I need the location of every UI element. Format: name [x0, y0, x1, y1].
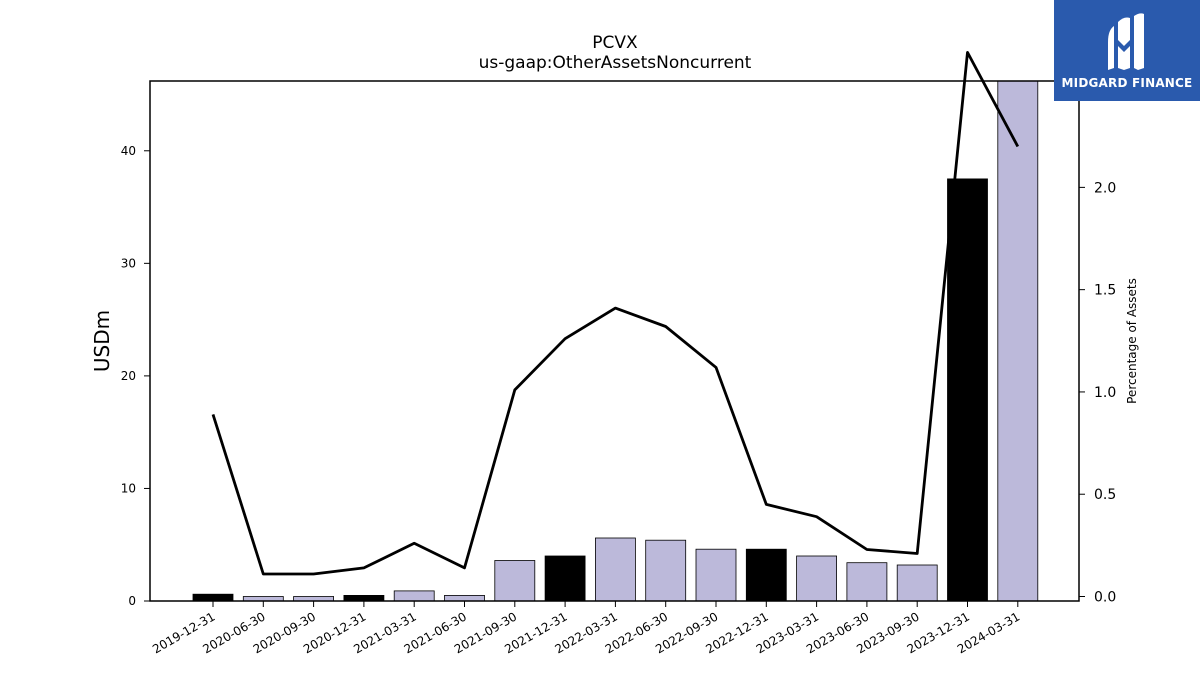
y-axis-left: 0 10 20 30 40: [121, 144, 150, 608]
bar-2022-06-30: [645, 539, 687, 602]
y2-tick-label: 1.5: [1094, 283, 1116, 299]
bar-2021-12-31: [544, 555, 586, 602]
chart-title: PCVX: [592, 33, 638, 53]
y2-tick-label: 2.0: [1094, 180, 1116, 196]
bar-2023-12-31: [947, 178, 988, 602]
bar-2023-09-30: [896, 564, 938, 602]
line-layer: [211, 51, 1020, 576]
y-tick-label: 30: [121, 256, 136, 270]
bar-2021-03-31: [393, 590, 435, 602]
chart-subtitle: us-gaap:OtherAssetsNoncurrent: [479, 53, 752, 73]
bar-2022-09-30: [695, 548, 737, 602]
bar-2020-12-31: [343, 595, 385, 602]
bar-2022-12-31: [745, 548, 787, 602]
y2-tick-label: 0.5: [1094, 487, 1116, 503]
brand-name: MIDGARD FINANCE: [1061, 75, 1193, 90]
bars-layer: [192, 80, 1039, 602]
y2-axis-label: Percentage of Assets: [1125, 278, 1139, 404]
y2-tick-label: 0.0: [1094, 589, 1116, 605]
x-axis: 2019-12-312020-06-302020-09-302020-12-31…: [150, 601, 1022, 656]
y-axis-right: 0.00.51.01.52.02.5: [1079, 78, 1116, 605]
bar-2019-12-31: [192, 593, 234, 602]
bar-2021-06-30: [444, 595, 485, 602]
bar-2023-06-30: [846, 562, 888, 602]
y-tick-label: 10: [121, 481, 136, 495]
percentage-line: [211, 51, 1020, 576]
y-tick-label: 40: [121, 144, 136, 158]
y-tick-label: 20: [121, 369, 136, 383]
y-axis-label: USDm: [90, 310, 114, 372]
brand-logo: MIDGARD FINANCE: [1054, 0, 1200, 101]
y2-tick-label: 1.0: [1094, 385, 1116, 401]
bar-2023-03-31: [796, 555, 837, 602]
midgard-m-icon: [1108, 12, 1144, 70]
bar-2024-03-31: [997, 80, 1039, 602]
y-tick-label: 0: [128, 594, 136, 608]
bar-2022-03-31: [595, 537, 636, 602]
plot-frame: [149, 80, 1080, 602]
bar-2021-09-30: [494, 560, 536, 602]
